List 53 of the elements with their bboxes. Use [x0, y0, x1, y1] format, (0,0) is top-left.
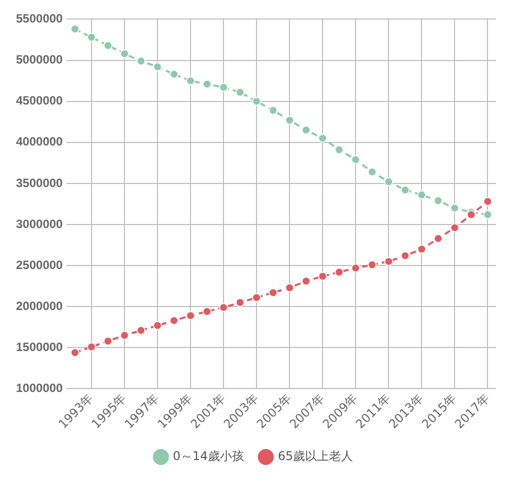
point	[334, 268, 344, 277]
point	[450, 204, 460, 213]
point	[236, 298, 245, 308]
point	[483, 210, 492, 220]
point	[351, 264, 360, 273]
point	[86, 342, 96, 352]
point	[120, 330, 130, 340]
point	[384, 256, 394, 266]
point	[103, 336, 112, 346]
point	[202, 80, 212, 89]
point	[384, 177, 394, 186]
y-tick-label: 1500000	[16, 340, 64, 354]
legend-label: 65歲以上老人	[278, 449, 354, 464]
y-tick-label: 2500000	[16, 258, 64, 272]
point	[285, 283, 294, 292]
point	[236, 88, 245, 97]
point	[466, 210, 476, 220]
point	[318, 272, 328, 281]
point	[252, 293, 262, 302]
point	[153, 321, 162, 330]
point	[400, 251, 410, 260]
y-tick-label: 3500000	[16, 176, 64, 190]
point	[285, 116, 294, 125]
point	[219, 302, 228, 312]
point	[186, 76, 196, 86]
point	[417, 244, 426, 254]
point	[170, 70, 179, 79]
point	[252, 96, 262, 106]
y-tick-label: 5000000	[16, 52, 64, 67]
point	[450, 223, 460, 232]
point	[434, 196, 443, 206]
legend-label: 0～14歲小孩	[172, 449, 244, 464]
point	[136, 56, 146, 66]
point	[334, 145, 344, 154]
point	[417, 190, 426, 200]
point	[483, 197, 492, 206]
point	[368, 260, 377, 270]
y-tick-label: 3000000	[16, 216, 64, 231]
point	[136, 326, 146, 335]
point	[153, 62, 162, 72]
y-tick-label: 2000000	[16, 298, 64, 313]
y-tick-label: 4500000	[16, 94, 64, 108]
point	[318, 134, 328, 143]
point	[351, 155, 360, 164]
y-tick-label: 1000000	[16, 381, 64, 396]
point	[219, 82, 228, 92]
point	[186, 311, 196, 320]
point	[268, 106, 278, 115]
y-tick-label: 4000000	[16, 134, 64, 149]
point	[86, 32, 96, 42]
point	[302, 276, 311, 286]
point	[268, 288, 278, 298]
y-tick-label: 5500000	[16, 12, 64, 26]
